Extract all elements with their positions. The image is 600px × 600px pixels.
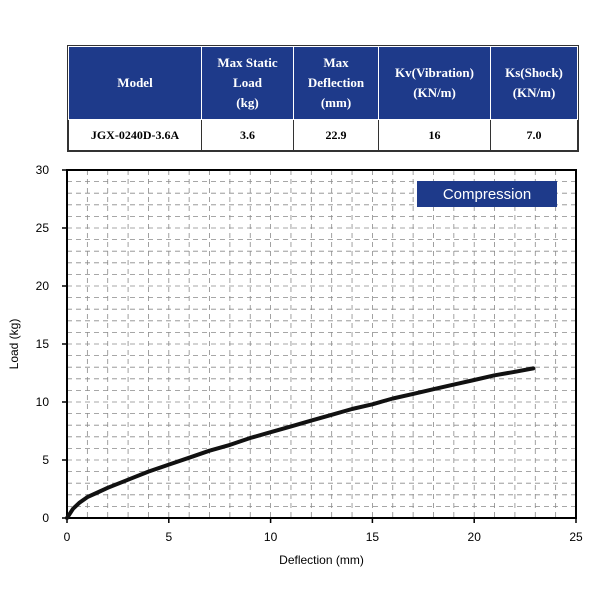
y-tick-label: 20 xyxy=(36,279,50,293)
x-axis-label: Deflection (mm) xyxy=(279,553,364,567)
x-tick-label: 25 xyxy=(569,530,583,544)
y-tick-label: 30 xyxy=(36,163,50,177)
x-tick-label: 10 xyxy=(264,530,278,544)
x-tick-label: 5 xyxy=(165,530,172,544)
cell-kv: 16 xyxy=(378,119,491,151)
cell-ks: 7.0 xyxy=(490,119,578,151)
legend-box xyxy=(417,181,557,207)
x-tick-label: 20 xyxy=(468,530,482,544)
legend-label-compression: Compression xyxy=(443,186,531,203)
load-deflection-chart: 0 5 10 15 20 25 0 5 10 15 20 25 30 Compression Defle… xyxy=(7,163,583,567)
header-kv-vibration: Kv(Vibration) (KN/m) xyxy=(378,46,491,120)
header-ks-shock: Ks(Shock) (KN/m) xyxy=(490,46,578,120)
header-max-static-load: Max Static Load (kg) xyxy=(201,46,294,120)
header-max-deflection: Max Deflection (mm) xyxy=(293,46,379,120)
spec-data-row: JGX-0240D-3.6A 3.6 22.9 16 7.0 xyxy=(68,119,578,151)
cell-max-static-load: 3.6 xyxy=(201,119,294,151)
cell-model: JGX-0240D-3.6A xyxy=(68,119,202,151)
x-tick-label: 15 xyxy=(366,530,380,544)
y-tick-label: 15 xyxy=(36,337,50,351)
y-tick-label: 25 xyxy=(36,221,50,235)
y-tick-label: 10 xyxy=(36,395,50,409)
header-model: Model xyxy=(68,46,202,120)
cell-max-deflection: 22.9 xyxy=(293,119,379,151)
series-line-compression xyxy=(65,366,536,520)
series-layer xyxy=(65,366,536,520)
legend: Compression xyxy=(417,181,557,207)
y-tick-label: 0 xyxy=(42,511,49,525)
y-tick-label: 5 xyxy=(42,453,49,467)
axis-ticks: 0 5 10 15 20 25 0 5 10 15 20 25 30 xyxy=(36,163,583,544)
y-axis-label: Load (kg) xyxy=(7,319,21,370)
chart-grid xyxy=(67,170,576,518)
spec-header-row: Model Max Static Load (kg) Max Deflection (m… xyxy=(68,46,578,120)
spec-table: Model Max Static Load (kg) Max Deflection (m… xyxy=(67,45,579,152)
x-tick-label: 0 xyxy=(64,530,71,544)
